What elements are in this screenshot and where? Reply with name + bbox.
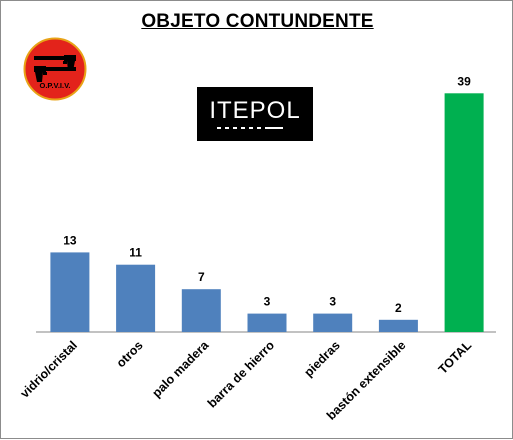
- itepol-logo-text: ITEPOL: [209, 97, 300, 124]
- opviv-logo: O.P.V.I.V.: [23, 37, 87, 101]
- opviv-logo-text: O.P.V.I.V.: [40, 81, 71, 90]
- bar-5: [378, 319, 418, 332]
- itepol-logo: ITEPOL: [197, 87, 313, 141]
- category-label-2: palo madera: [149, 337, 212, 400]
- data-label-1: 11: [129, 246, 142, 260]
- data-label-4: 3: [329, 295, 336, 309]
- bar-6: [444, 93, 484, 332]
- category-label-3: barra de hierro: [205, 338, 278, 411]
- category-label-1: otros: [114, 338, 146, 370]
- category-label-0: vidrio/cristal: [18, 338, 80, 400]
- data-label-6: 39: [457, 74, 471, 88]
- bar-4: [313, 313, 353, 332]
- data-label-2: 7: [198, 270, 205, 284]
- bar-3: [247, 313, 287, 332]
- bar-0: [50, 252, 90, 332]
- bar-1: [116, 264, 156, 332]
- data-label-5: 2: [395, 301, 402, 315]
- category-label-6: TOTAL: [436, 338, 475, 377]
- data-label-3: 3: [264, 295, 271, 309]
- bar-2: [181, 289, 221, 332]
- data-label-0: 13: [63, 233, 77, 247]
- category-label-4: piedras: [301, 338, 342, 379]
- chart-title: OBJETO CONTUNDENTE: [141, 11, 374, 32]
